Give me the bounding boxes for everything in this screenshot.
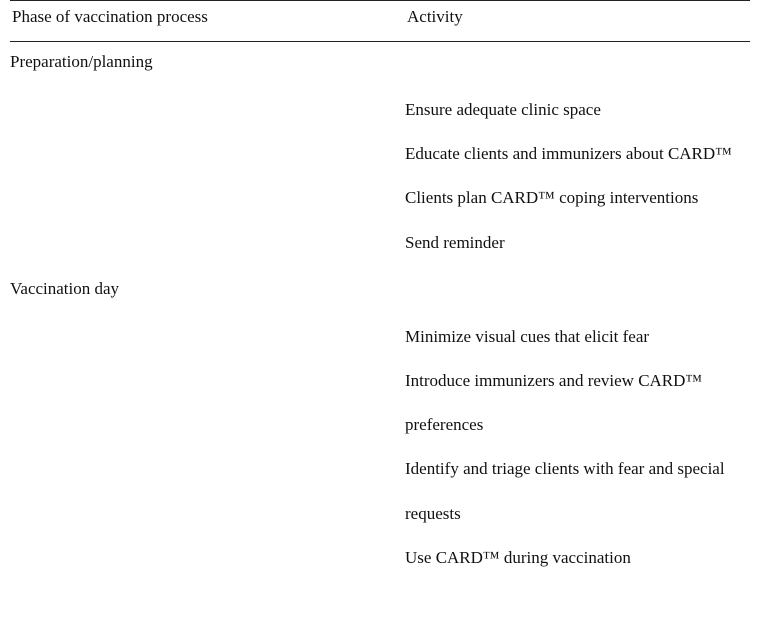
activity-item: Send reminder <box>405 221 735 265</box>
table-row: Vaccination day Minimize visual cues tha… <box>10 275 750 590</box>
activity-item: Use CARD™ during vaccination <box>405 536 735 580</box>
header-phase: Phase of vaccination process <box>12 7 407 27</box>
activity-item: Introduce immunizers and review CARD™ pr… <box>405 359 735 447</box>
activity-item: Minimize visual cues that elicit fear <box>405 315 735 359</box>
table-body: Preparation/planning Ensure adequate cli… <box>10 42 750 590</box>
activity-list: Ensure adequate clinic space Educate cli… <box>405 48 750 275</box>
vaccination-phase-table: Phase of vaccination process Activity Pr… <box>0 0 760 628</box>
activity-item: Identify and triage clients with fear an… <box>405 447 735 535</box>
phase-label: Vaccination day <box>10 275 405 303</box>
header-activity: Activity <box>407 7 748 27</box>
table-row: Preparation/planning Ensure adequate cli… <box>10 48 750 275</box>
phase-label: Preparation/planning <box>10 48 405 76</box>
table-header-row: Phase of vaccination process Activity <box>10 1 750 41</box>
activity-list: Minimize visual cues that elicit fear In… <box>405 275 750 590</box>
activity-item: Clients plan CARD™ coping interventions <box>405 176 735 220</box>
activity-item: Educate clients and immunizers about CAR… <box>405 132 735 176</box>
activity-item: Ensure adequate clinic space <box>405 88 735 132</box>
